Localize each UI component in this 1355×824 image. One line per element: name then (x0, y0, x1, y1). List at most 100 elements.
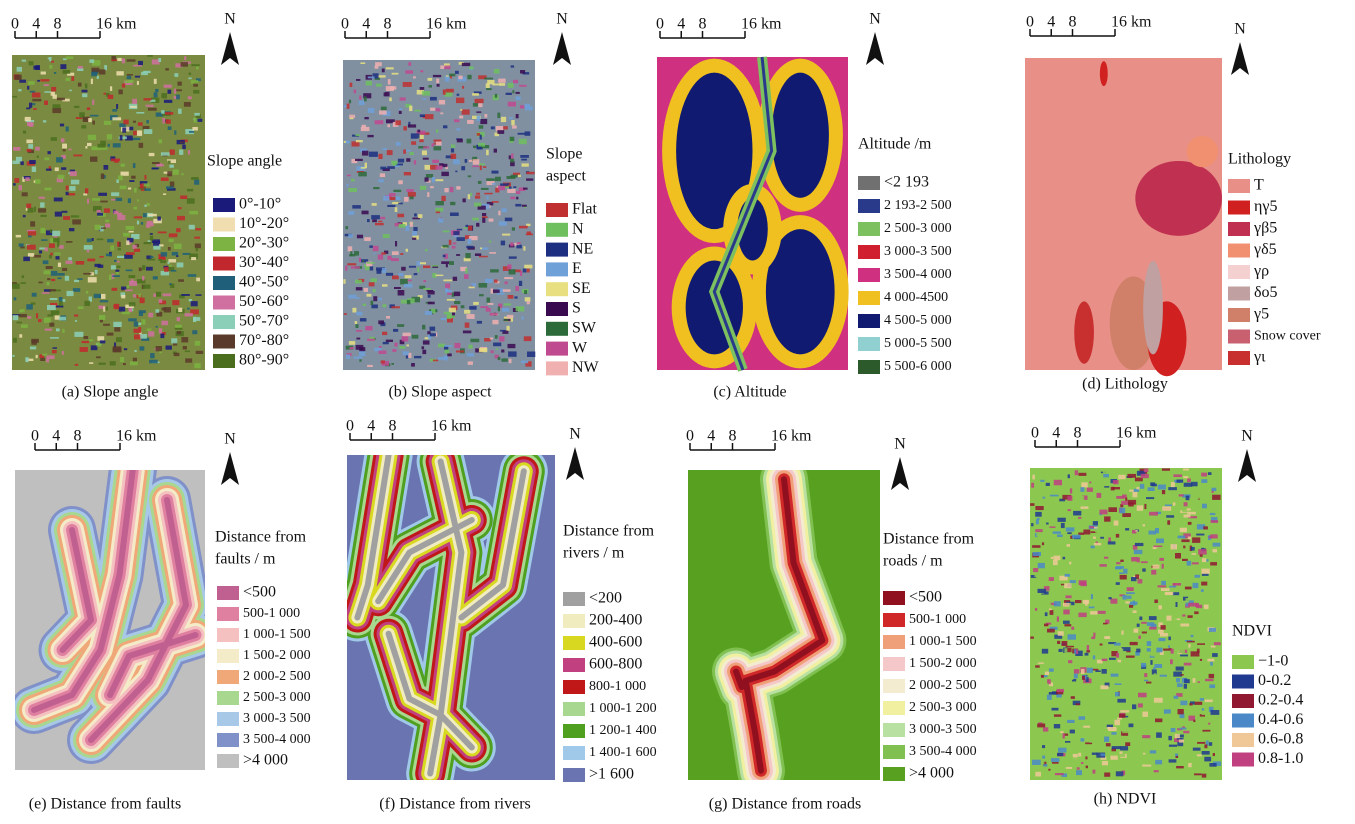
map-texture (23, 131, 26, 134)
map-texture (1193, 583, 1199, 588)
map-texture (26, 204, 31, 209)
map-texture (1185, 587, 1192, 590)
map-texture (134, 188, 137, 193)
map-texture (57, 242, 59, 247)
map-texture (83, 193, 87, 195)
map-texture (1186, 496, 1190, 501)
map-texture (362, 211, 369, 215)
map-texture (414, 273, 418, 275)
map-texture (1186, 672, 1189, 676)
map-texture (123, 233, 130, 237)
map-texture (1041, 683, 1048, 687)
map-texture (1090, 739, 1093, 743)
map-texture (1062, 537, 1070, 541)
map-texture (395, 120, 401, 125)
map-texture (357, 235, 363, 239)
map-texture (1188, 644, 1190, 648)
map-texture (52, 108, 61, 113)
map-texture (19, 314, 27, 317)
map-texture (412, 335, 419, 339)
legend-swatch (546, 223, 568, 237)
map-texture (66, 241, 73, 243)
legend-label: 3 500-4 000 (884, 267, 952, 282)
map-texture (382, 284, 388, 287)
map-texture (46, 266, 53, 269)
map-texture (1081, 506, 1089, 509)
map-texture (1048, 645, 1054, 650)
map-texture (166, 120, 171, 124)
legend-label: 3 500-4 000 (243, 732, 311, 747)
map-texture (27, 86, 29, 90)
map-texture (63, 216, 70, 220)
map-texture (1129, 724, 1134, 728)
terrain (772, 73, 829, 198)
map-texture (1043, 727, 1048, 731)
map-texture (520, 70, 525, 74)
map-texture (1160, 498, 1162, 501)
map-texture (1101, 754, 1106, 756)
legend-swatch (883, 657, 905, 671)
map-texture (13, 147, 20, 151)
map-texture (1117, 736, 1122, 741)
map-texture (1045, 672, 1049, 676)
map-texture (161, 93, 167, 98)
map-texture (1147, 641, 1152, 646)
map-texture (146, 223, 154, 226)
map-texture (1192, 764, 1198, 766)
map-texture (1144, 673, 1147, 677)
map-texture (74, 106, 79, 108)
map-texture (44, 101, 48, 105)
legend-label: S (572, 300, 581, 317)
map-texture (500, 330, 506, 332)
map-texture (436, 142, 442, 146)
map-texture (155, 89, 158, 92)
map-texture (177, 317, 180, 321)
map-texture (457, 94, 460, 96)
map-texture (451, 145, 455, 148)
map-texture (1138, 703, 1143, 707)
map-texture (19, 310, 22, 312)
map-texture (517, 242, 521, 244)
map-texture (1061, 742, 1066, 748)
legend-swatch (883, 767, 905, 781)
map-texture (1209, 742, 1212, 746)
map-texture (1057, 616, 1059, 621)
map-texture (1122, 631, 1124, 635)
map-texture (1180, 528, 1187, 533)
map-texture (444, 66, 450, 70)
map-texture (83, 273, 91, 275)
map-texture (1131, 577, 1136, 581)
map-texture (153, 246, 160, 250)
map-texture (387, 256, 391, 260)
map-texture (382, 69, 385, 73)
map-texture (1116, 566, 1125, 569)
legend-label: 2 000-2 500 (243, 669, 311, 684)
map-texture (378, 179, 383, 182)
map-texture (1205, 679, 1214, 681)
map-texture (1054, 729, 1056, 734)
map-texture (185, 351, 190, 353)
map-texture (1153, 565, 1160, 569)
map-texture (362, 260, 364, 262)
map-texture (436, 129, 438, 132)
map-texture (1081, 669, 1085, 674)
map-texture (494, 280, 497, 283)
map-texture (163, 193, 166, 195)
map-texture (1176, 678, 1180, 682)
map-texture (1159, 638, 1166, 641)
map-texture (349, 341, 355, 345)
map-texture (457, 237, 465, 241)
map-texture (524, 336, 532, 341)
map-texture (1180, 674, 1183, 676)
map-texture (1066, 767, 1072, 769)
map-texture (158, 259, 162, 261)
map-texture (1043, 497, 1046, 499)
map-texture (476, 193, 480, 195)
map-texture (1143, 644, 1146, 647)
map-texture (1032, 760, 1041, 765)
caption: (f) Distance from rivers (379, 796, 531, 813)
map-texture (371, 305, 378, 309)
map-texture (372, 203, 377, 206)
scale-label: 8 (1074, 425, 1082, 442)
map-texture (36, 313, 38, 318)
